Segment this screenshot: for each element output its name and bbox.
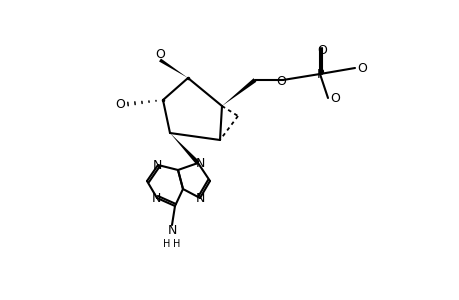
Text: O: O <box>356 61 366 74</box>
Text: O: O <box>275 74 285 88</box>
Text: N: N <box>151 191 160 205</box>
Text: P: P <box>317 68 324 80</box>
Text: N: N <box>167 224 176 236</box>
Text: H: H <box>173 239 180 249</box>
Text: O: O <box>330 92 339 104</box>
Text: N: N <box>195 193 204 206</box>
Polygon shape <box>159 58 188 78</box>
Text: O: O <box>155 47 165 61</box>
Polygon shape <box>222 78 256 106</box>
Text: H: H <box>163 239 170 249</box>
Text: O: O <box>115 98 125 110</box>
Text: N: N <box>152 158 161 172</box>
Polygon shape <box>170 133 199 164</box>
Text: O: O <box>316 44 326 56</box>
Text: N: N <box>195 157 204 169</box>
